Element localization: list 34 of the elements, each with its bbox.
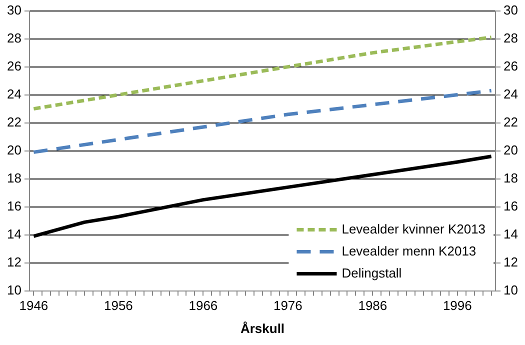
legend-label: Levealder kvinner K2013 — [342, 221, 486, 236]
y-tick-label: 26 — [6, 58, 22, 74]
y-tick-label: 14 — [6, 226, 22, 242]
y-tick-label: 10 — [6, 282, 22, 298]
x-axis-title: Årskull — [240, 320, 285, 336]
y2-tick-label: 14 — [504, 226, 518, 242]
y-tick-label: 22 — [6, 114, 22, 130]
line-series — [32, 36, 494, 111]
y-tick-label: 20 — [6, 142, 22, 158]
y2-tick-label: 12 — [504, 254, 518, 270]
x-tick-label: 1996 — [442, 298, 472, 314]
y2-tick-label: 24 — [504, 86, 518, 102]
y-tick-label: 28 — [6, 30, 22, 46]
y-tick-label: 24 — [6, 86, 22, 102]
legend-label: Delingstall — [342, 265, 402, 280]
y-tick-label: 18 — [6, 170, 22, 186]
x-tick-label: 1956 — [104, 298, 133, 314]
y2-tick-label: 16 — [504, 198, 518, 214]
y2-tick-label: 10 — [504, 282, 518, 298]
x-tick-label: 1986 — [358, 298, 388, 314]
x-tick-label: 1946 — [19, 298, 48, 314]
y-tick-label: 30 — [6, 2, 22, 18]
y2-tick-label: 28 — [504, 30, 518, 46]
y-tick-label: 16 — [6, 198, 22, 214]
y2-tick-label: 22 — [504, 114, 518, 130]
legend-label: Levealder menn K2013 — [342, 243, 476, 258]
y2-tick-label: 30 — [504, 2, 518, 18]
y2-tick-label: 26 — [504, 58, 518, 74]
x-tick-label: 1976 — [273, 298, 302, 314]
x-tick-label: 1966 — [188, 298, 218, 314]
y2-tick-label: 20 — [504, 142, 518, 158]
line-series — [32, 88, 494, 154]
y2-tick-label: 18 — [504, 170, 518, 186]
y-tick-label: 12 — [6, 254, 22, 270]
